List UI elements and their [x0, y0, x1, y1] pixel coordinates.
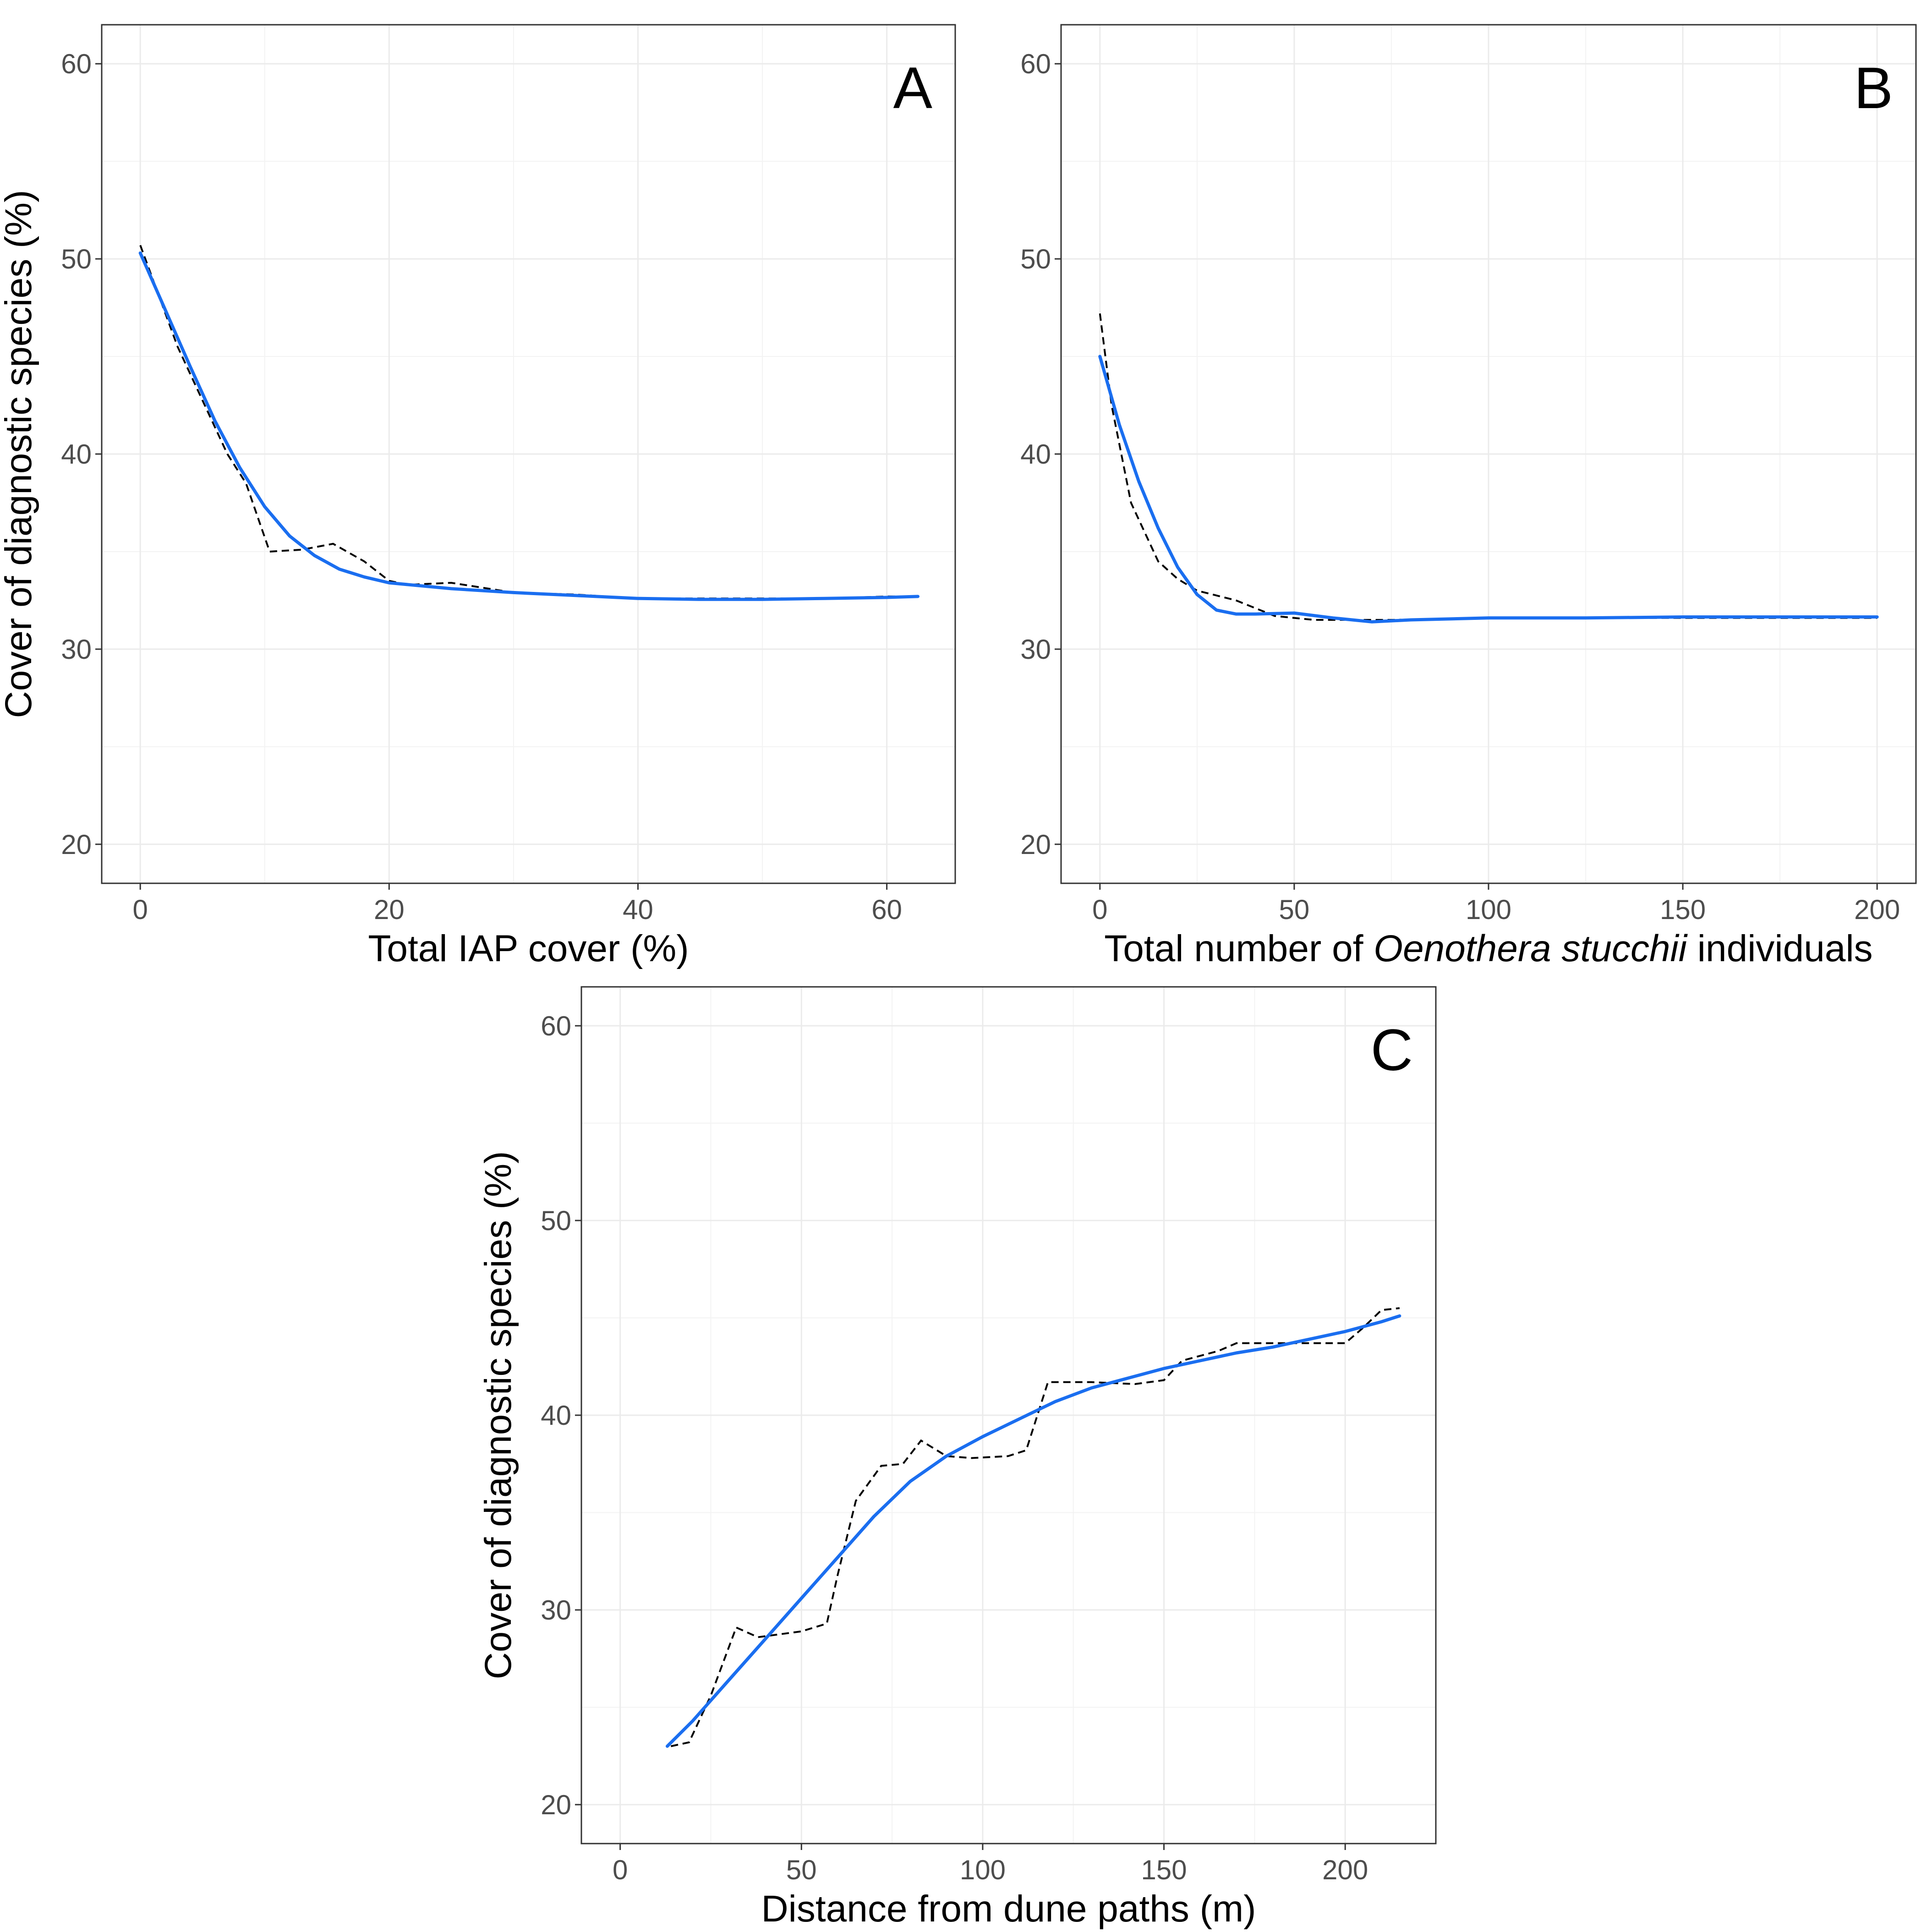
panel-b-lines: [1098, 313, 1879, 624]
panel-b-x-title-before: Total number of: [1104, 928, 1374, 969]
y-tick-label: 60: [541, 1011, 571, 1041]
y-tick-label: 30: [61, 634, 92, 665]
y-tick-label: 20: [1020, 829, 1051, 860]
x-tick-label: 60: [871, 894, 902, 925]
y-tick-label: 50: [1020, 244, 1051, 274]
panel-c-tick-labels: 0 50 100 150 200 20 30 40 50 60: [541, 1011, 1368, 1885]
panel-b-ticks: [1055, 63, 1878, 890]
y-tick-label: 60: [61, 49, 92, 79]
x-tick-label: 200: [1322, 1855, 1368, 1885]
smoothed-trend-line: [138, 251, 919, 601]
panel-b-label: B: [1854, 55, 1893, 121]
x-tick-label: 150: [1660, 894, 1706, 925]
panel-b-x-title-after: individuals: [1687, 928, 1873, 969]
x-tick-label: 50: [1279, 894, 1310, 925]
panel-c-x-axis-title: Distance from dune paths (m): [761, 1888, 1256, 1930]
x-tick-label: 150: [1141, 1855, 1187, 1885]
panel-b-x-title-species: Oenothera stucchii: [1374, 928, 1688, 969]
y-tick-label: 50: [61, 244, 92, 274]
panel-a-x-axis-title: Total IAP cover (%): [368, 928, 689, 969]
smoothed-trend-line: [666, 1314, 1401, 1748]
x-tick-label: 0: [613, 1855, 628, 1885]
panel-a-ticks: [95, 63, 888, 890]
panel-a-label: A: [893, 55, 933, 121]
panel-c-label: C: [1371, 1018, 1413, 1083]
panel-a-lines: [138, 245, 919, 601]
panel-b-grid: [1061, 25, 1916, 883]
y-tick-label: 20: [61, 829, 92, 860]
x-tick-label: 40: [623, 894, 653, 925]
y-tick-label: 30: [1020, 634, 1051, 665]
panel-a-grid: [102, 25, 955, 883]
y-tick-label: 40: [541, 1400, 571, 1431]
panel-c-ticks: [575, 1025, 1346, 1850]
y-tick-label: 40: [61, 439, 92, 470]
x-tick-label: 20: [374, 894, 405, 925]
panel-c-lines: [666, 1307, 1401, 1748]
panel-a-y-axis-title: Cover of diagnostic species (%): [0, 190, 39, 718]
y-tick-label: 40: [1020, 439, 1051, 470]
x-tick-label: 100: [1466, 894, 1511, 925]
x-tick-label: 100: [960, 1855, 1006, 1885]
y-tick-label: 30: [541, 1595, 571, 1626]
x-tick-label: 0: [1092, 894, 1107, 925]
y-tick-label: 50: [541, 1205, 571, 1236]
y-tick-label: 60: [1020, 49, 1051, 79]
x-tick-label: 0: [133, 894, 148, 925]
y-tick-label: 20: [541, 1790, 571, 1820]
panel-c-grid: [581, 987, 1436, 1844]
panel-c-y-axis-title: Cover of diagnostic species (%): [477, 1151, 519, 1679]
smoothed-trend-line: [1098, 355, 1879, 624]
panel-b: 0 50 100 150 200 20 30 40 50 60 B Total number of…: [1020, 24, 1917, 969]
x-tick-label: 200: [1854, 894, 1900, 925]
x-tick-label: 50: [786, 1855, 817, 1885]
panel-c: 0 50 100 150 200 20 30 40 50 60 C Distance from d…: [477, 986, 1437, 1930]
panel-a-tick-labels: 0 20 40 60 20 30 40 50 60: [61, 49, 902, 925]
panel-b-x-axis-title: Total number of Oenothera stucchii indiv…: [1104, 928, 1872, 969]
panel-b-tick-labels: 0 50 100 150 200 20 30 40 50 60: [1020, 49, 1900, 925]
